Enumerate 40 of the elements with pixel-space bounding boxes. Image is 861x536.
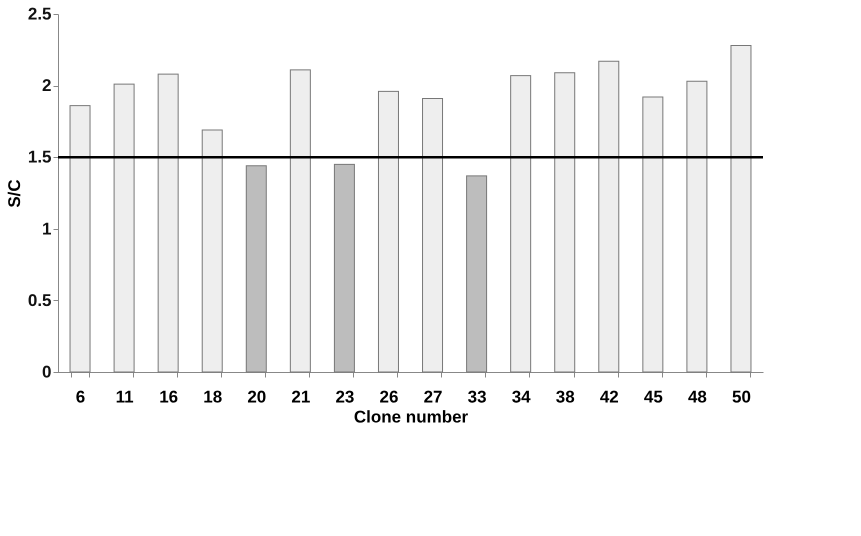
bar bbox=[378, 90, 399, 372]
y-axis-title: S/C bbox=[4, 179, 24, 208]
x-tick-label: 48 bbox=[688, 388, 707, 406]
bar bbox=[202, 129, 223, 372]
x-tick-label: 11 bbox=[116, 388, 134, 406]
bar bbox=[70, 105, 91, 372]
x-axis-title: Clone number bbox=[354, 408, 469, 426]
bar bbox=[466, 175, 488, 372]
bar bbox=[598, 60, 620, 372]
y-tick-label: 2 bbox=[42, 76, 52, 96]
bar bbox=[554, 72, 576, 372]
x-tick-label: 42 bbox=[600, 388, 619, 406]
bar bbox=[510, 75, 532, 372]
x-tick-label: 34 bbox=[512, 388, 532, 406]
bar bbox=[334, 164, 355, 372]
x-tick-label: 6 bbox=[76, 388, 86, 406]
x-tick-label: 23 bbox=[335, 388, 354, 406]
x-tick-label: 38 bbox=[556, 388, 575, 406]
bar bbox=[686, 80, 708, 372]
x-tick-label: 33 bbox=[468, 388, 487, 406]
bar bbox=[158, 74, 179, 372]
y-tick-label: 2.5 bbox=[28, 4, 52, 24]
y-tick-label: 0.5 bbox=[28, 290, 52, 310]
x-tick-label: 45 bbox=[644, 388, 663, 406]
bar bbox=[642, 96, 664, 372]
x-tick-label: 21 bbox=[291, 388, 310, 406]
bar bbox=[290, 69, 311, 372]
y-tick-label: 1 bbox=[42, 219, 52, 238]
bar bbox=[422, 98, 444, 372]
bar bbox=[730, 45, 752, 372]
x-tick-label: 50 bbox=[732, 388, 751, 406]
y-tick-label: 0 bbox=[42, 362, 52, 382]
bar bbox=[114, 84, 135, 372]
x-tick-label: 26 bbox=[380, 388, 398, 406]
x-tick-label: 27 bbox=[424, 388, 442, 406]
bar bbox=[246, 165, 267, 372]
x-tick-label: 16 bbox=[159, 388, 178, 406]
x-tick-label: 18 bbox=[203, 388, 222, 406]
y-tick-label: 1.5 bbox=[28, 148, 52, 167]
x-tick-label: 20 bbox=[247, 388, 266, 406]
